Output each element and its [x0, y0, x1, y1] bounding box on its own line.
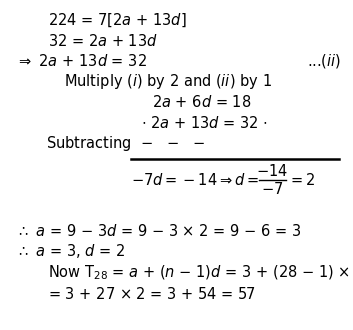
Text: 2$a$ + 6$d$ = 18: 2$a$ + 6$d$ = 18	[152, 94, 251, 110]
Text: 224 = 7[2$a$ + 13$d$]: 224 = 7[2$a$ + 13$d$]	[48, 12, 186, 29]
Text: $-7$: $-7$	[261, 181, 283, 197]
Text: $\cdot$ 2$a$ + 13$d$ = 32 $\cdot$: $\cdot$ 2$a$ + 13$d$ = 32 $\cdot$	[141, 115, 268, 131]
Text: Now T$_{28}$ = $a$ + ($n$ $-$ 1)$d$ = 3 + (28 $-$ 1) $\times$ 2: Now T$_{28}$ = $a$ + ($n$ $-$ 1)$d$ = 3 …	[48, 264, 353, 282]
Text: $\Rightarrow$ 2$a$ + 13$d$ = 32: $\Rightarrow$ 2$a$ + 13$d$ = 32	[16, 53, 147, 69]
Text: $= 2$: $= 2$	[288, 172, 316, 188]
Text: $\therefore$ $a$ = 9 $-$ 3$d$ = 9 $-$ 3 $\times$ 2 = 9 $-$ 6 = 3: $\therefore$ $a$ = 9 $-$ 3$d$ = 9 $-$ 3 …	[16, 223, 301, 239]
Text: $-7d = -14 \Rightarrow d =$: $-7d = -14 \Rightarrow d =$	[131, 172, 259, 188]
Text: = 3 + 27 $\times$ 2 = 3 + 54 = 57: = 3 + 27 $\times$ 2 = 3 + 54 = 57	[48, 286, 256, 302]
Text: Subtracting  $-$   $-$   $-$: Subtracting $-$ $-$ $-$	[46, 134, 205, 153]
Text: Multiply ($i$) by 2 and ($ii$) by 1: Multiply ($i$) by 2 and ($ii$) by 1	[64, 72, 271, 91]
Text: ...($ii$): ...($ii$)	[307, 52, 341, 70]
Text: $\therefore$ $a$ = 3, $d$ = 2: $\therefore$ $a$ = 3, $d$ = 2	[16, 243, 125, 260]
Text: 32 = 2$a$ + 13$d$: 32 = 2$a$ + 13$d$	[48, 33, 157, 49]
Text: $-14$: $-14$	[256, 163, 288, 179]
